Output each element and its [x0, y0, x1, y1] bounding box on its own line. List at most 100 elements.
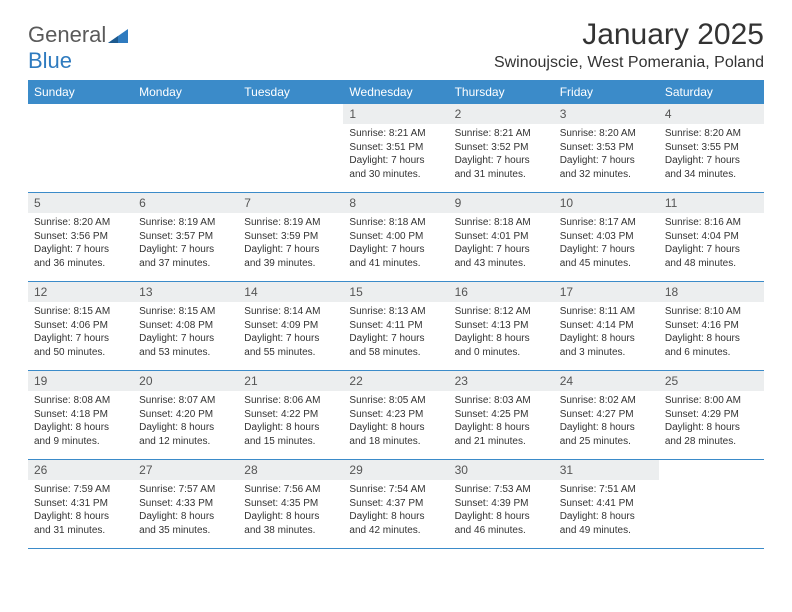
- day-details: Sunrise: 8:17 AMSunset: 4:03 PMDaylight:…: [554, 213, 659, 276]
- calendar-body: ...1Sunrise: 8:21 AMSunset: 3:51 PMDayli…: [28, 104, 764, 549]
- calendar-cell: 13Sunrise: 8:15 AMSunset: 4:08 PMDayligh…: [133, 282, 238, 370]
- day-number: 23: [449, 371, 554, 391]
- day-number: 13: [133, 282, 238, 302]
- day-header-cell: Monday: [133, 80, 238, 104]
- day-details: Sunrise: 8:10 AMSunset: 4:16 PMDaylight:…: [659, 302, 764, 365]
- day-number: 10: [554, 193, 659, 213]
- day-number: 20: [133, 371, 238, 391]
- calendar-cell: 7Sunrise: 8:19 AMSunset: 3:59 PMDaylight…: [238, 193, 343, 281]
- calendar-cell: 27Sunrise: 7:57 AMSunset: 4:33 PMDayligh…: [133, 460, 238, 548]
- calendar-cell: 6Sunrise: 8:19 AMSunset: 3:57 PMDaylight…: [133, 193, 238, 281]
- calendar-cell: 3Sunrise: 8:20 AMSunset: 3:53 PMDaylight…: [554, 104, 659, 192]
- day-number: 29: [343, 460, 448, 480]
- day-header-cell: Saturday: [659, 80, 764, 104]
- logo-text-1: General: [28, 22, 106, 47]
- logo: General Blue: [28, 22, 128, 74]
- day-number: 6: [133, 193, 238, 213]
- calendar-cell: 15Sunrise: 8:13 AMSunset: 4:11 PMDayligh…: [343, 282, 448, 370]
- day-details: Sunrise: 8:20 AMSunset: 3:53 PMDaylight:…: [554, 124, 659, 187]
- day-details: Sunrise: 8:19 AMSunset: 3:59 PMDaylight:…: [238, 213, 343, 276]
- day-number: 22: [343, 371, 448, 391]
- calendar-cell: 22Sunrise: 8:05 AMSunset: 4:23 PMDayligh…: [343, 371, 448, 459]
- day-number: 30: [449, 460, 554, 480]
- day-details: Sunrise: 8:20 AMSunset: 3:56 PMDaylight:…: [28, 213, 133, 276]
- day-number: 19: [28, 371, 133, 391]
- calendar-cell: .: [238, 104, 343, 192]
- day-header-row: SundayMondayTuesdayWednesdayThursdayFrid…: [28, 80, 764, 104]
- calendar-cell: 5Sunrise: 8:20 AMSunset: 3:56 PMDaylight…: [28, 193, 133, 281]
- day-number: 3: [554, 104, 659, 124]
- page-subtitle: Swinoujscie, West Pomerania, Poland: [28, 54, 764, 72]
- day-number: 16: [449, 282, 554, 302]
- day-details: Sunrise: 8:00 AMSunset: 4:29 PMDaylight:…: [659, 391, 764, 454]
- calendar-week: ...1Sunrise: 8:21 AMSunset: 3:51 PMDayli…: [28, 104, 764, 193]
- calendar-week: 26Sunrise: 7:59 AMSunset: 4:31 PMDayligh…: [28, 460, 764, 549]
- day-header-cell: Sunday: [28, 80, 133, 104]
- day-details: Sunrise: 7:51 AMSunset: 4:41 PMDaylight:…: [554, 480, 659, 543]
- calendar-cell: 4Sunrise: 8:20 AMSunset: 3:55 PMDaylight…: [659, 104, 764, 192]
- day-number: 5: [28, 193, 133, 213]
- calendar-week: 12Sunrise: 8:15 AMSunset: 4:06 PMDayligh…: [28, 282, 764, 371]
- day-number: 1: [343, 104, 448, 124]
- day-details: Sunrise: 8:12 AMSunset: 4:13 PMDaylight:…: [449, 302, 554, 365]
- day-details: Sunrise: 8:13 AMSunset: 4:11 PMDaylight:…: [343, 302, 448, 365]
- day-details: Sunrise: 8:16 AMSunset: 4:04 PMDaylight:…: [659, 213, 764, 276]
- calendar: SundayMondayTuesdayWednesdayThursdayFrid…: [28, 80, 764, 549]
- day-details: Sunrise: 8:15 AMSunset: 4:06 PMDaylight:…: [28, 302, 133, 365]
- calendar-cell: 12Sunrise: 8:15 AMSunset: 4:06 PMDayligh…: [28, 282, 133, 370]
- day-number: 21: [238, 371, 343, 391]
- day-details: Sunrise: 8:03 AMSunset: 4:25 PMDaylight:…: [449, 391, 554, 454]
- day-details: Sunrise: 7:54 AMSunset: 4:37 PMDaylight:…: [343, 480, 448, 543]
- calendar-cell: 26Sunrise: 7:59 AMSunset: 4:31 PMDayligh…: [28, 460, 133, 548]
- day-details: Sunrise: 8:07 AMSunset: 4:20 PMDaylight:…: [133, 391, 238, 454]
- day-details: Sunrise: 8:08 AMSunset: 4:18 PMDaylight:…: [28, 391, 133, 454]
- logo-icon: [108, 29, 128, 43]
- calendar-week: 19Sunrise: 8:08 AMSunset: 4:18 PMDayligh…: [28, 371, 764, 460]
- calendar-cell: 18Sunrise: 8:10 AMSunset: 4:16 PMDayligh…: [659, 282, 764, 370]
- calendar-cell: 21Sunrise: 8:06 AMSunset: 4:22 PMDayligh…: [238, 371, 343, 459]
- calendar-cell: 19Sunrise: 8:08 AMSunset: 4:18 PMDayligh…: [28, 371, 133, 459]
- calendar-cell: 11Sunrise: 8:16 AMSunset: 4:04 PMDayligh…: [659, 193, 764, 281]
- calendar-cell: 20Sunrise: 8:07 AMSunset: 4:20 PMDayligh…: [133, 371, 238, 459]
- day-details: Sunrise: 8:20 AMSunset: 3:55 PMDaylight:…: [659, 124, 764, 187]
- day-details: Sunrise: 8:21 AMSunset: 3:51 PMDaylight:…: [343, 124, 448, 187]
- day-header-cell: Thursday: [449, 80, 554, 104]
- day-header-cell: Wednesday: [343, 80, 448, 104]
- day-details: Sunrise: 7:57 AMSunset: 4:33 PMDaylight:…: [133, 480, 238, 543]
- header: January 2025 Swinoujscie, West Pomerania…: [28, 18, 764, 72]
- day-number: 14: [238, 282, 343, 302]
- calendar-week: 5Sunrise: 8:20 AMSunset: 3:56 PMDaylight…: [28, 193, 764, 282]
- calendar-cell: 28Sunrise: 7:56 AMSunset: 4:35 PMDayligh…: [238, 460, 343, 548]
- calendar-cell: 2Sunrise: 8:21 AMSunset: 3:52 PMDaylight…: [449, 104, 554, 192]
- calendar-cell: 9Sunrise: 8:18 AMSunset: 4:01 PMDaylight…: [449, 193, 554, 281]
- calendar-cell: 16Sunrise: 8:12 AMSunset: 4:13 PMDayligh…: [449, 282, 554, 370]
- day-number: 12: [28, 282, 133, 302]
- day-details: Sunrise: 7:59 AMSunset: 4:31 PMDaylight:…: [28, 480, 133, 543]
- day-number: 15: [343, 282, 448, 302]
- day-details: Sunrise: 7:56 AMSunset: 4:35 PMDaylight:…: [238, 480, 343, 543]
- calendar-cell: .: [133, 104, 238, 192]
- day-number: 7: [238, 193, 343, 213]
- day-number: 28: [238, 460, 343, 480]
- calendar-cell: 1Sunrise: 8:21 AMSunset: 3:51 PMDaylight…: [343, 104, 448, 192]
- calendar-cell: 14Sunrise: 8:14 AMSunset: 4:09 PMDayligh…: [238, 282, 343, 370]
- day-details: Sunrise: 8:18 AMSunset: 4:00 PMDaylight:…: [343, 213, 448, 276]
- day-details: Sunrise: 8:19 AMSunset: 3:57 PMDaylight:…: [133, 213, 238, 276]
- logo-text-2: Blue: [28, 48, 72, 73]
- day-details: Sunrise: 8:18 AMSunset: 4:01 PMDaylight:…: [449, 213, 554, 276]
- day-details: Sunrise: 8:21 AMSunset: 3:52 PMDaylight:…: [449, 124, 554, 187]
- calendar-cell: 24Sunrise: 8:02 AMSunset: 4:27 PMDayligh…: [554, 371, 659, 459]
- day-details: Sunrise: 8:06 AMSunset: 4:22 PMDaylight:…: [238, 391, 343, 454]
- day-number: 17: [554, 282, 659, 302]
- day-number: 25: [659, 371, 764, 391]
- day-details: Sunrise: 8:15 AMSunset: 4:08 PMDaylight:…: [133, 302, 238, 365]
- calendar-cell: 31Sunrise: 7:51 AMSunset: 4:41 PMDayligh…: [554, 460, 659, 548]
- day-number: 31: [554, 460, 659, 480]
- day-details: Sunrise: 8:05 AMSunset: 4:23 PMDaylight:…: [343, 391, 448, 454]
- calendar-cell: 30Sunrise: 7:53 AMSunset: 4:39 PMDayligh…: [449, 460, 554, 548]
- day-number: 24: [554, 371, 659, 391]
- day-number: 4: [659, 104, 764, 124]
- calendar-cell: 23Sunrise: 8:03 AMSunset: 4:25 PMDayligh…: [449, 371, 554, 459]
- day-details: Sunrise: 8:02 AMSunset: 4:27 PMDaylight:…: [554, 391, 659, 454]
- calendar-cell: 29Sunrise: 7:54 AMSunset: 4:37 PMDayligh…: [343, 460, 448, 548]
